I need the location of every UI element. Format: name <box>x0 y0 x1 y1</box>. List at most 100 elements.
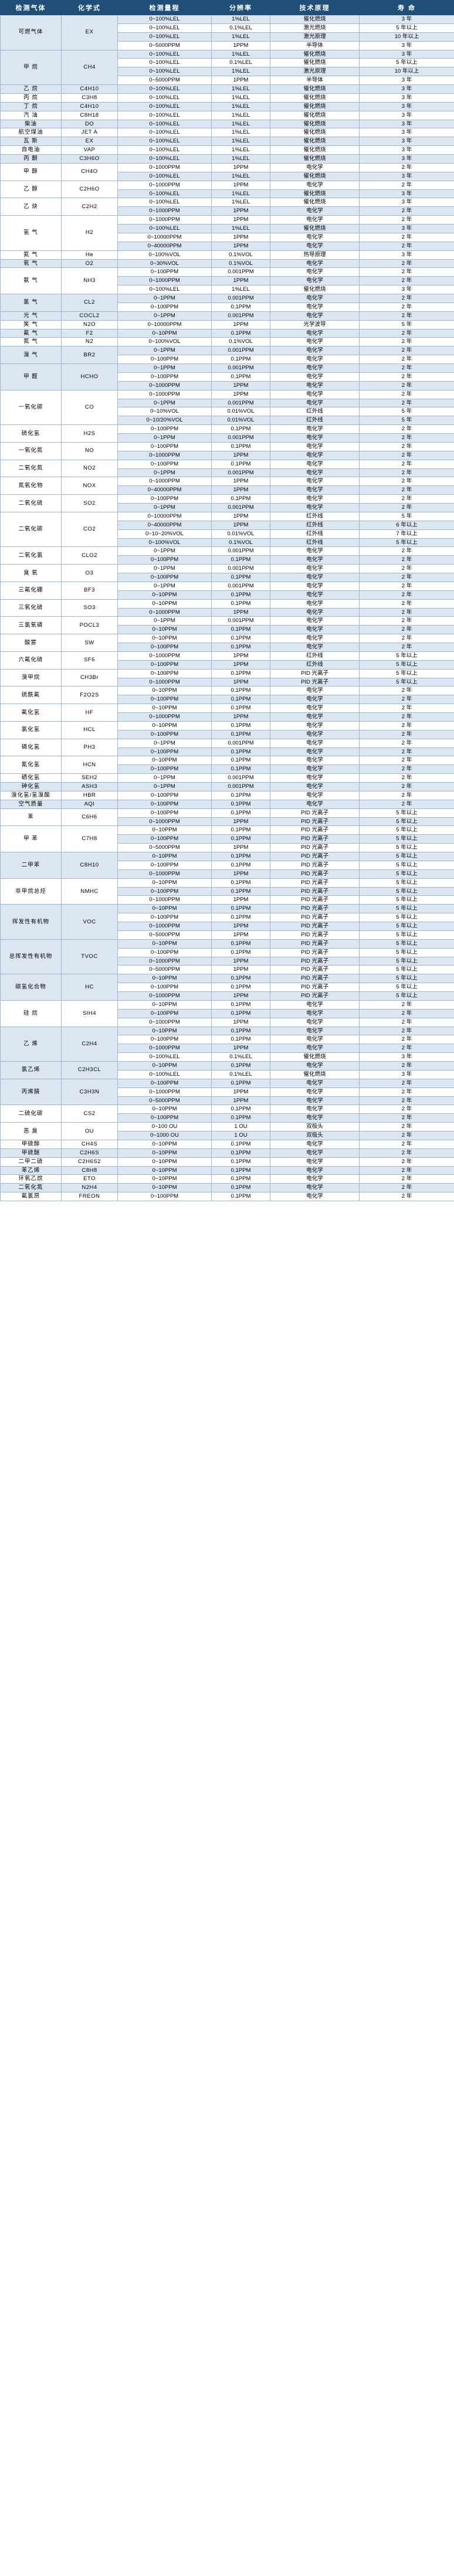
cell-range: 0~40000PPM <box>117 520 212 530</box>
cell-technology: PID 光离子 <box>270 991 360 1001</box>
cell-resolution: 1PPM <box>211 956 270 966</box>
cell-life: 2 年 <box>359 1096 454 1106</box>
cell-life: 3 年 <box>359 285 454 294</box>
cell-technology: PID 光离子 <box>270 677 360 687</box>
cell-life: 2 年 <box>359 607 454 617</box>
cell-technology: 光学波导 <box>270 320 360 329</box>
cell-life: 5 年以上 <box>359 930 454 940</box>
cell-technology: 电化学 <box>270 433 360 443</box>
table-row: 0~1000 OU 1 OU 双极头 2 年 <box>1 1131 454 1140</box>
cell-life: 5 年以上 <box>359 843 454 852</box>
cell-resolution: 1%LEL <box>211 49 270 59</box>
cell-range: 0~10PPM <box>117 1139 212 1149</box>
table-row: 0~40000PPM 1PPM 电化学 2 年 <box>1 485 454 495</box>
cell-gas-name: 硒化氢 <box>0 773 62 783</box>
cell-resolution: 0.1PPM <box>211 424 270 434</box>
cell-range: 0~1000PPM <box>117 450 212 460</box>
cell-formula: C4H10 <box>61 84 118 94</box>
cell-resolution: 1%LEL <box>211 84 270 94</box>
cell-gas-name: 二氧化氮 <box>0 459 62 478</box>
cell-life: 2 年 <box>359 441 454 451</box>
cell-resolution: 1PPM <box>211 1096 270 1106</box>
table-row: 0~100PPM 0.1PPM 电化学 2 年 <box>1 764 454 774</box>
table-row: 航空煤油 JET A 0~100%LEL 1%LEL 催化燃烧 3 年 <box>0 128 454 138</box>
cell-technology: 半导体 <box>270 40 360 50</box>
cell-life: 3 年 <box>359 1052 454 1062</box>
cell-range: 0~100PPM <box>117 459 212 469</box>
cell-range: 0~1000PPM <box>117 1044 212 1053</box>
table-row: 溴化氢/氢溴酸 HBR 0~100PPM 0.1PPM 电化学 2 年 <box>0 790 454 800</box>
table-row: 乙 烯 C2H4 0~10PPM 0.1PPM 电化学 2 年 <box>0 1026 454 1062</box>
cell-technology: 电化学 <box>270 180 360 190</box>
cell-technology: 催化燃烧 <box>270 101 360 111</box>
cell-life: 2 年 <box>359 215 454 225</box>
cell-life: 2 年 <box>359 1113 454 1123</box>
cell-resolution: 0.1PPM <box>211 939 270 949</box>
cell-range: 0~1000PPM <box>117 477 212 487</box>
cell-range: 0~10/20%VOL <box>117 416 212 426</box>
cell-formula: C8H18 <box>61 110 118 120</box>
cell-range: 0~30%VOL <box>117 259 212 269</box>
cell-technology: 催化燃烧 <box>270 1069 360 1079</box>
table-row: 0~100%LEL 1%LEL 激光原理 10 年以上 <box>1 67 454 77</box>
gas-detection-spec-page: 检测气体 化学式 检测量程 分辨率 技术原理 寿 命 可燃气体 EX 0~100%L… <box>0 0 454 1201</box>
cell-resolution: 0.1PPM <box>211 555 270 565</box>
cell-range: 0~10000PPM <box>117 232 212 242</box>
cell-life: 2 年 <box>359 1122 454 1131</box>
table-row: 恶 臭 OU 0~100 OU 1 OU 双极头 2 年 <box>0 1122 454 1140</box>
table-row: 0~1PPM 0.001PPM 电化学 2 年 <box>1 433 454 443</box>
table-row: 乙 醇 C2H6O 0~1000PPM 1PPM 电化学 2 年 <box>0 180 454 199</box>
table-row: 0~10PPM 0.1PPM 电化学 2 年 <box>1 625 454 635</box>
cell-gas-name: 二硫化碳 <box>0 1105 62 1123</box>
cell-range: 0~10PPM <box>117 634 212 643</box>
cell-range: 0~100%LEL <box>117 119 212 129</box>
cell-range: 0~100%LEL <box>117 93 212 103</box>
cell-life: 5 年以上 <box>359 895 454 905</box>
table-row: 一氧化氮 NO 0~100PPM 0.1PPM 电化学 2 年 <box>0 441 454 460</box>
table-row: 非甲烷总烃 NMHC 0~10PPM 0.1PPM PID 光离子 5 年以上 <box>0 878 454 905</box>
cell-range: 0~40000PPM <box>117 241 212 251</box>
cell-technology: 电化学 <box>270 599 360 609</box>
table-row: 0~1000PPM 1PPM 电化学 2 年 <box>1 1017 454 1027</box>
cell-range: 0~5000PPM <box>117 930 212 940</box>
table-row: 0~5000PPM 1PPM 电化学 2 年 <box>1 1096 454 1106</box>
table-row: 挥发性有机物 VOC 0~10PPM 0.1PPM PID 光离子 5 年以上 <box>0 904 454 940</box>
cell-resolution: 0.001PPM <box>211 433 270 443</box>
cell-range: 0~1PPM <box>117 346 212 356</box>
table-row: 氟 气 F2 0~10PPM 0.1PPM 电化学 2 年 <box>0 328 454 338</box>
cell-life: 2 年 <box>359 380 454 390</box>
table-row: 0~100PPM 0.1PPM 电化学 2 年 <box>1 695 454 705</box>
cell-resolution: 1PPM <box>211 651 270 661</box>
cell-technology: 催化燃烧 <box>270 49 360 59</box>
cell-formula: O3 <box>61 564 118 582</box>
col-header-gas: 检测气体 <box>0 0 62 15</box>
table-row: 0~1PPM 0.001PPM 电化学 2 年 <box>1 398 454 408</box>
cell-technology: 催化燃烧 <box>270 198 360 208</box>
cell-formula: C2H6O <box>61 180 118 199</box>
cell-resolution: 1PPM <box>211 1044 270 1053</box>
cell-technology: 电化学 <box>270 459 360 469</box>
cell-technology: 电化学 <box>270 424 360 434</box>
table-row: 硫酰氟 F2O2S 0~10PPM 0.1PPM 电化学 2 年 <box>0 686 454 705</box>
cell-technology: 催化燃烧 <box>270 285 360 294</box>
table-row: 溴 气 BR2 0~1PPM 0.001PPM 电化学 2 年 <box>0 346 454 364</box>
cell-resolution: 1PPM <box>211 843 270 852</box>
cell-resolution: 0.1PPM <box>211 886 270 896</box>
cell-resolution: 1%LEL <box>211 137 270 147</box>
cell-technology: 电化学 <box>270 756 360 766</box>
cell-gas-name: 溴 气 <box>0 346 62 364</box>
cell-resolution: 1%LEL <box>211 285 270 294</box>
cell-technology: 电化学 <box>270 695 360 705</box>
table-row: 柴油 DO 0~100%LEL 1%LEL 催化燃烧 3 年 <box>0 119 454 129</box>
cell-life: 2 年 <box>359 485 454 495</box>
cell-resolution: 0.1PPM <box>211 643 270 652</box>
cell-formula: JET A <box>61 128 118 138</box>
cell-gas-name: 丙 烷 <box>0 93 62 103</box>
table-row: 乙 烷 C4H10 0~100%LEL 1%LEL 催化燃烧 3 年 <box>0 84 454 94</box>
cell-range: 0~100%LEL <box>117 171 212 181</box>
cell-technology: 电化学 <box>270 704 360 713</box>
cell-life: 5 年以上 <box>359 677 454 687</box>
cell-resolution: 1%LEL <box>211 198 270 208</box>
cell-technology: 激光原理 <box>270 32 360 42</box>
table-row: 氧 气 O2 0~30%VOL 0.1%VOL 电化学 2 年 <box>0 259 454 269</box>
